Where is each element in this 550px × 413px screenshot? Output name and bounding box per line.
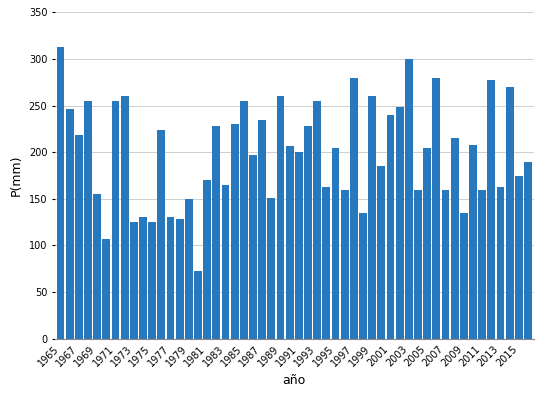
Bar bbox=[204, 180, 211, 339]
Bar bbox=[94, 194, 101, 339]
Bar bbox=[368, 96, 376, 339]
Bar bbox=[157, 130, 165, 339]
Bar bbox=[121, 96, 129, 339]
Bar bbox=[231, 124, 239, 339]
Bar bbox=[497, 187, 504, 339]
Bar bbox=[222, 185, 229, 339]
Bar bbox=[176, 219, 184, 339]
Bar bbox=[432, 78, 440, 339]
Bar bbox=[212, 126, 220, 339]
Bar bbox=[387, 115, 394, 339]
Bar bbox=[442, 190, 449, 339]
Bar bbox=[286, 146, 294, 339]
Bar bbox=[506, 87, 514, 339]
Bar bbox=[487, 81, 495, 339]
Bar bbox=[102, 239, 110, 339]
Bar bbox=[414, 190, 422, 339]
Y-axis label: P(mm): P(mm) bbox=[10, 155, 23, 196]
Bar bbox=[112, 101, 119, 339]
Bar bbox=[194, 271, 202, 339]
Bar bbox=[524, 161, 532, 339]
Bar bbox=[322, 187, 330, 339]
Bar bbox=[258, 120, 266, 339]
Bar bbox=[277, 96, 284, 339]
Bar bbox=[240, 101, 248, 339]
Bar bbox=[478, 190, 486, 339]
Bar bbox=[75, 135, 82, 339]
Bar bbox=[139, 218, 147, 339]
Bar bbox=[57, 47, 64, 339]
Bar bbox=[130, 222, 138, 339]
Bar bbox=[267, 198, 275, 339]
Bar bbox=[341, 190, 349, 339]
Bar bbox=[451, 138, 459, 339]
Bar bbox=[405, 59, 412, 339]
Bar bbox=[460, 213, 467, 339]
Bar bbox=[396, 107, 404, 339]
Bar bbox=[148, 222, 156, 339]
Bar bbox=[469, 145, 477, 339]
Bar bbox=[304, 126, 312, 339]
Bar bbox=[167, 218, 174, 339]
Bar bbox=[295, 152, 302, 339]
Bar bbox=[515, 176, 522, 339]
Bar bbox=[359, 213, 367, 339]
X-axis label: año: año bbox=[283, 374, 306, 387]
Bar bbox=[66, 109, 74, 339]
Bar bbox=[249, 155, 257, 339]
Bar bbox=[424, 147, 431, 339]
Bar bbox=[185, 199, 192, 339]
Bar bbox=[350, 78, 358, 339]
Bar bbox=[314, 101, 321, 339]
Bar bbox=[377, 166, 385, 339]
Bar bbox=[332, 147, 339, 339]
Bar bbox=[84, 101, 92, 339]
